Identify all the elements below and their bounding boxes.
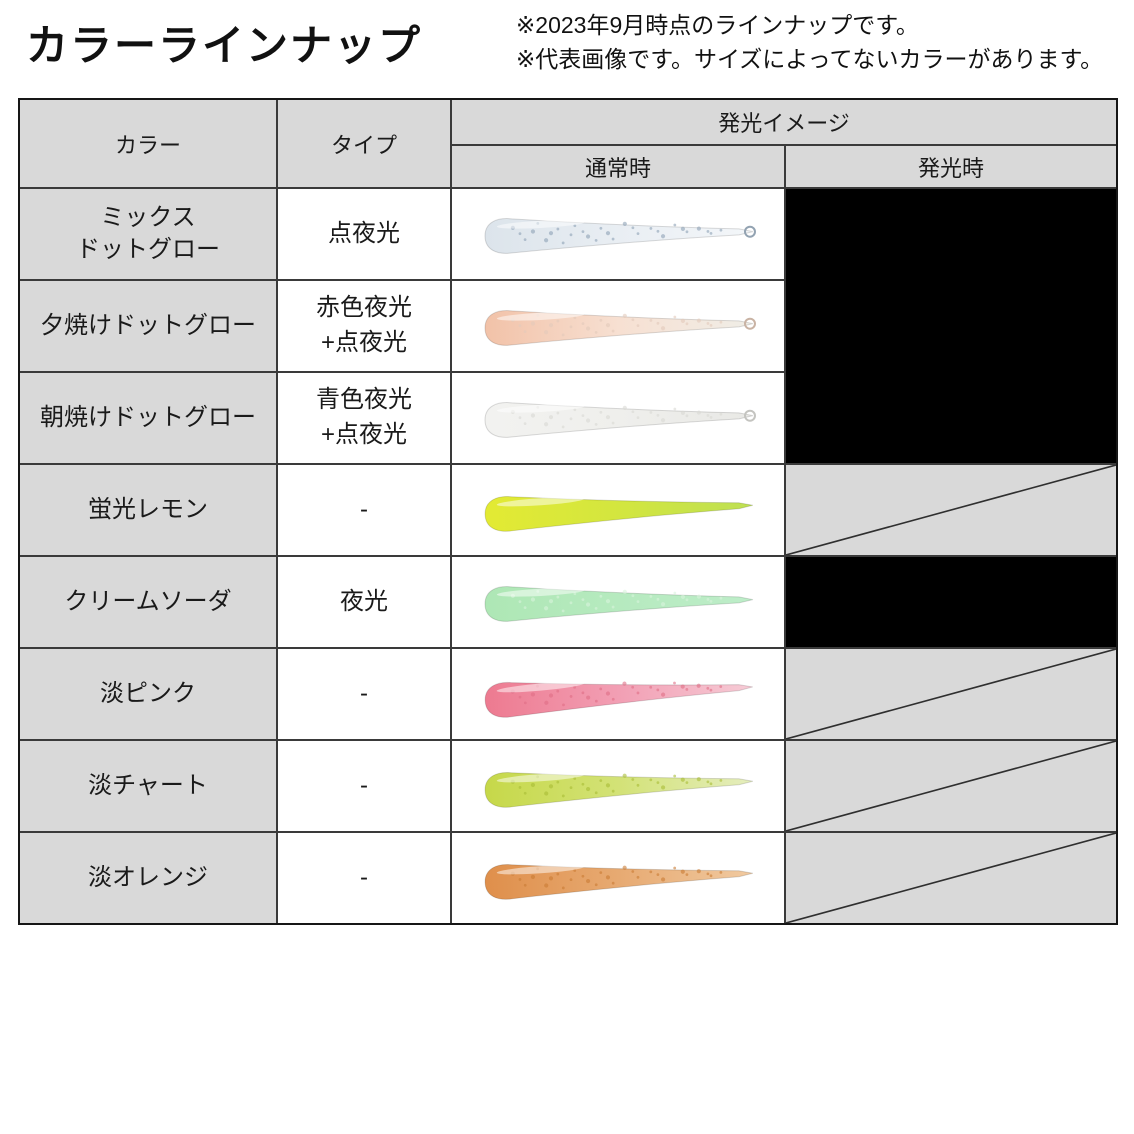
glow-type-cell: 点夜光 [278, 189, 450, 279]
lure-image-normal [484, 586, 754, 622]
lure-image-normal [484, 864, 754, 900]
lure-photo-cell [452, 649, 784, 739]
speckle-dots [510, 405, 723, 429]
lure-highlight [496, 864, 585, 875]
header-glowing-time: 発光時 [786, 146, 1116, 187]
lure-highlight [496, 220, 585, 229]
lure-highlight [496, 588, 585, 597]
lure-highlight [496, 681, 585, 693]
diagonal-line [786, 649, 1116, 739]
glow-type-cell: - [278, 649, 450, 739]
speckle-dots [510, 773, 723, 798]
header-color: カラー [20, 100, 276, 187]
header-normal-time: 通常時 [452, 146, 784, 187]
tail-loop [743, 317, 756, 330]
diagonal-line [786, 741, 1116, 831]
color-name-cell: ミックス ドットグロー [20, 189, 276, 279]
speckle-dots [510, 313, 723, 337]
lure-body-shape [484, 864, 754, 900]
header-type: タイプ [278, 100, 450, 187]
glow-type-cell: 赤色夜光 +点夜光 [278, 281, 450, 371]
lure-photo-cell [452, 557, 784, 647]
lure-image-normal [484, 681, 753, 718]
lure-body-shape [484, 772, 754, 808]
lure-body-shape [484, 586, 754, 622]
tail-loop [743, 409, 756, 422]
color-name-cell: クリームソーダ [20, 557, 276, 647]
color-name-cell: 夕焼けドットグロー [20, 281, 276, 371]
lure-body-shape [484, 310, 754, 346]
note-line-1: ※2023年9月時点のラインナップです。 [516, 12, 919, 38]
lure-image-normal [484, 310, 756, 346]
lure-photo-cell [452, 373, 784, 463]
glow-cell-not-applicable [786, 649, 1116, 739]
glow-type-cell: - [278, 465, 450, 555]
glow-type-cell: 夜光 [278, 557, 450, 647]
color-name-cell: 淡ピンク [20, 649, 276, 739]
page-title: カラーラインナップ [26, 22, 423, 69]
lure-photo-cell [452, 833, 784, 923]
glow-cell-dark [786, 189, 1116, 463]
diagonal-line [786, 833, 1116, 923]
color-name-cell: 淡オレンジ [20, 833, 276, 923]
glow-type-cell: - [278, 741, 450, 831]
lure-photo-cell [452, 741, 784, 831]
color-name-cell: 蛍光レモン [20, 465, 276, 555]
lure-image-normal [484, 218, 756, 254]
lure-photo-cell [452, 465, 784, 555]
glow-cell-not-applicable [786, 833, 1116, 923]
header-glow-image: 発光イメージ [452, 100, 1116, 144]
lure-image-normal [484, 402, 756, 438]
lure-image-normal [484, 772, 754, 808]
disclaimer-notes: ※2023年9月時点のラインナップです。 ※代表画像です。サイズによってないカラ… [516, 8, 1103, 76]
glow-type-cell: 青色夜光 +点夜光 [278, 373, 450, 463]
glow-cell-not-applicable [786, 465, 1116, 555]
glow-cell-not-applicable [786, 741, 1116, 831]
tail-loop [743, 225, 756, 238]
lure-highlight [496, 496, 585, 507]
lure-photo-cell [452, 281, 784, 371]
speckle-dots [510, 221, 723, 245]
diagonal-line [786, 465, 1116, 555]
lure-photo-cell [452, 189, 784, 279]
glow-type-cell: - [278, 833, 450, 923]
lure-highlight [496, 312, 585, 321]
lure-body-shape [484, 681, 753, 718]
lure-image-normal [484, 496, 754, 532]
color-name-cell: 淡チャート [20, 741, 276, 831]
color-name-cell: 朝焼けドットグロー [20, 373, 276, 463]
lure-body-shape [484, 218, 754, 254]
lure-body-shape [484, 496, 754, 532]
glow-cell-dark [786, 557, 1116, 647]
note-line-2: ※代表画像です。サイズによってないカラーがあります。 [516, 46, 1104, 72]
lure-highlight [496, 772, 585, 783]
lineup-table: カラー タイプ 発光イメージ 通常時 発光時 ミックス ドットグロー 点夜光 夕… [18, 98, 1118, 925]
lure-highlight [496, 404, 585, 413]
lure-body-shape [484, 402, 754, 438]
